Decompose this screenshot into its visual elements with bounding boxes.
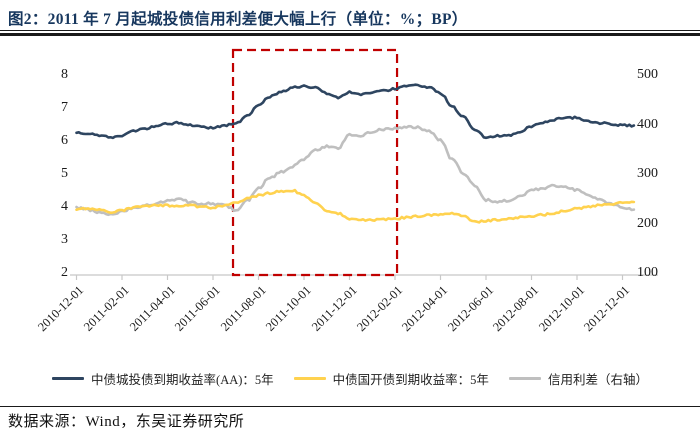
y-axis-label-left: 2	[61, 265, 68, 280]
title-rule-thin	[0, 30, 700, 31]
y-axis-label-right: 400	[637, 116, 658, 132]
y-axis-label-left: 8	[61, 67, 68, 82]
legend-swatch-yellow	[293, 376, 326, 380]
series-line-guokai-yield	[75, 188, 636, 224]
data-source: 数据来源：Wind，东吴证券研究所	[8, 414, 245, 430]
title-rule-thick	[0, 33, 700, 36]
y-axis-label-left: 4	[61, 199, 68, 214]
legend-label: 中债城投债到期收益率(AA)：5年	[91, 372, 274, 387]
series-line-chengtou-yield	[75, 83, 636, 140]
y-axis-label-left: 7	[61, 100, 68, 115]
legend-item: 中债国开债到期收益率：5年	[293, 369, 489, 388]
chart-legend: 中债城投债到期收益率(AA)：5年 中债国开债到期收益率：5年 信用利差（右轴）	[0, 369, 700, 387]
y-axis-label-left: 6	[61, 133, 68, 148]
y-axis-label-left: 3	[61, 232, 68, 247]
y-axis-label-right: 200	[637, 215, 658, 231]
y-axis-label-right: 100	[637, 265, 658, 280]
legend-item: 信用利差（右轴）	[508, 369, 648, 388]
y-axis-label-right: 300	[637, 166, 658, 181]
legend-item: 中债城投债到期收益率(AA)：5年	[52, 369, 274, 388]
highlight-box	[231, 48, 399, 277]
y-axis-label-right: 500	[637, 67, 658, 82]
legend-swatch-gray	[508, 376, 541, 380]
legend-label: 信用利差（右轴）	[547, 372, 648, 387]
series-line-credit-spread	[75, 124, 636, 217]
footer-rule	[0, 406, 700, 407]
legend-label: 中债国开债到期收益率：5年	[332, 372, 489, 387]
y-axis-label-left: 5	[61, 166, 68, 181]
legend-swatch-navy	[52, 376, 85, 380]
page-title: 图2：2011 年 7 月起城投债信用利差便大幅上行（单位：%；BP）	[8, 11, 468, 28]
